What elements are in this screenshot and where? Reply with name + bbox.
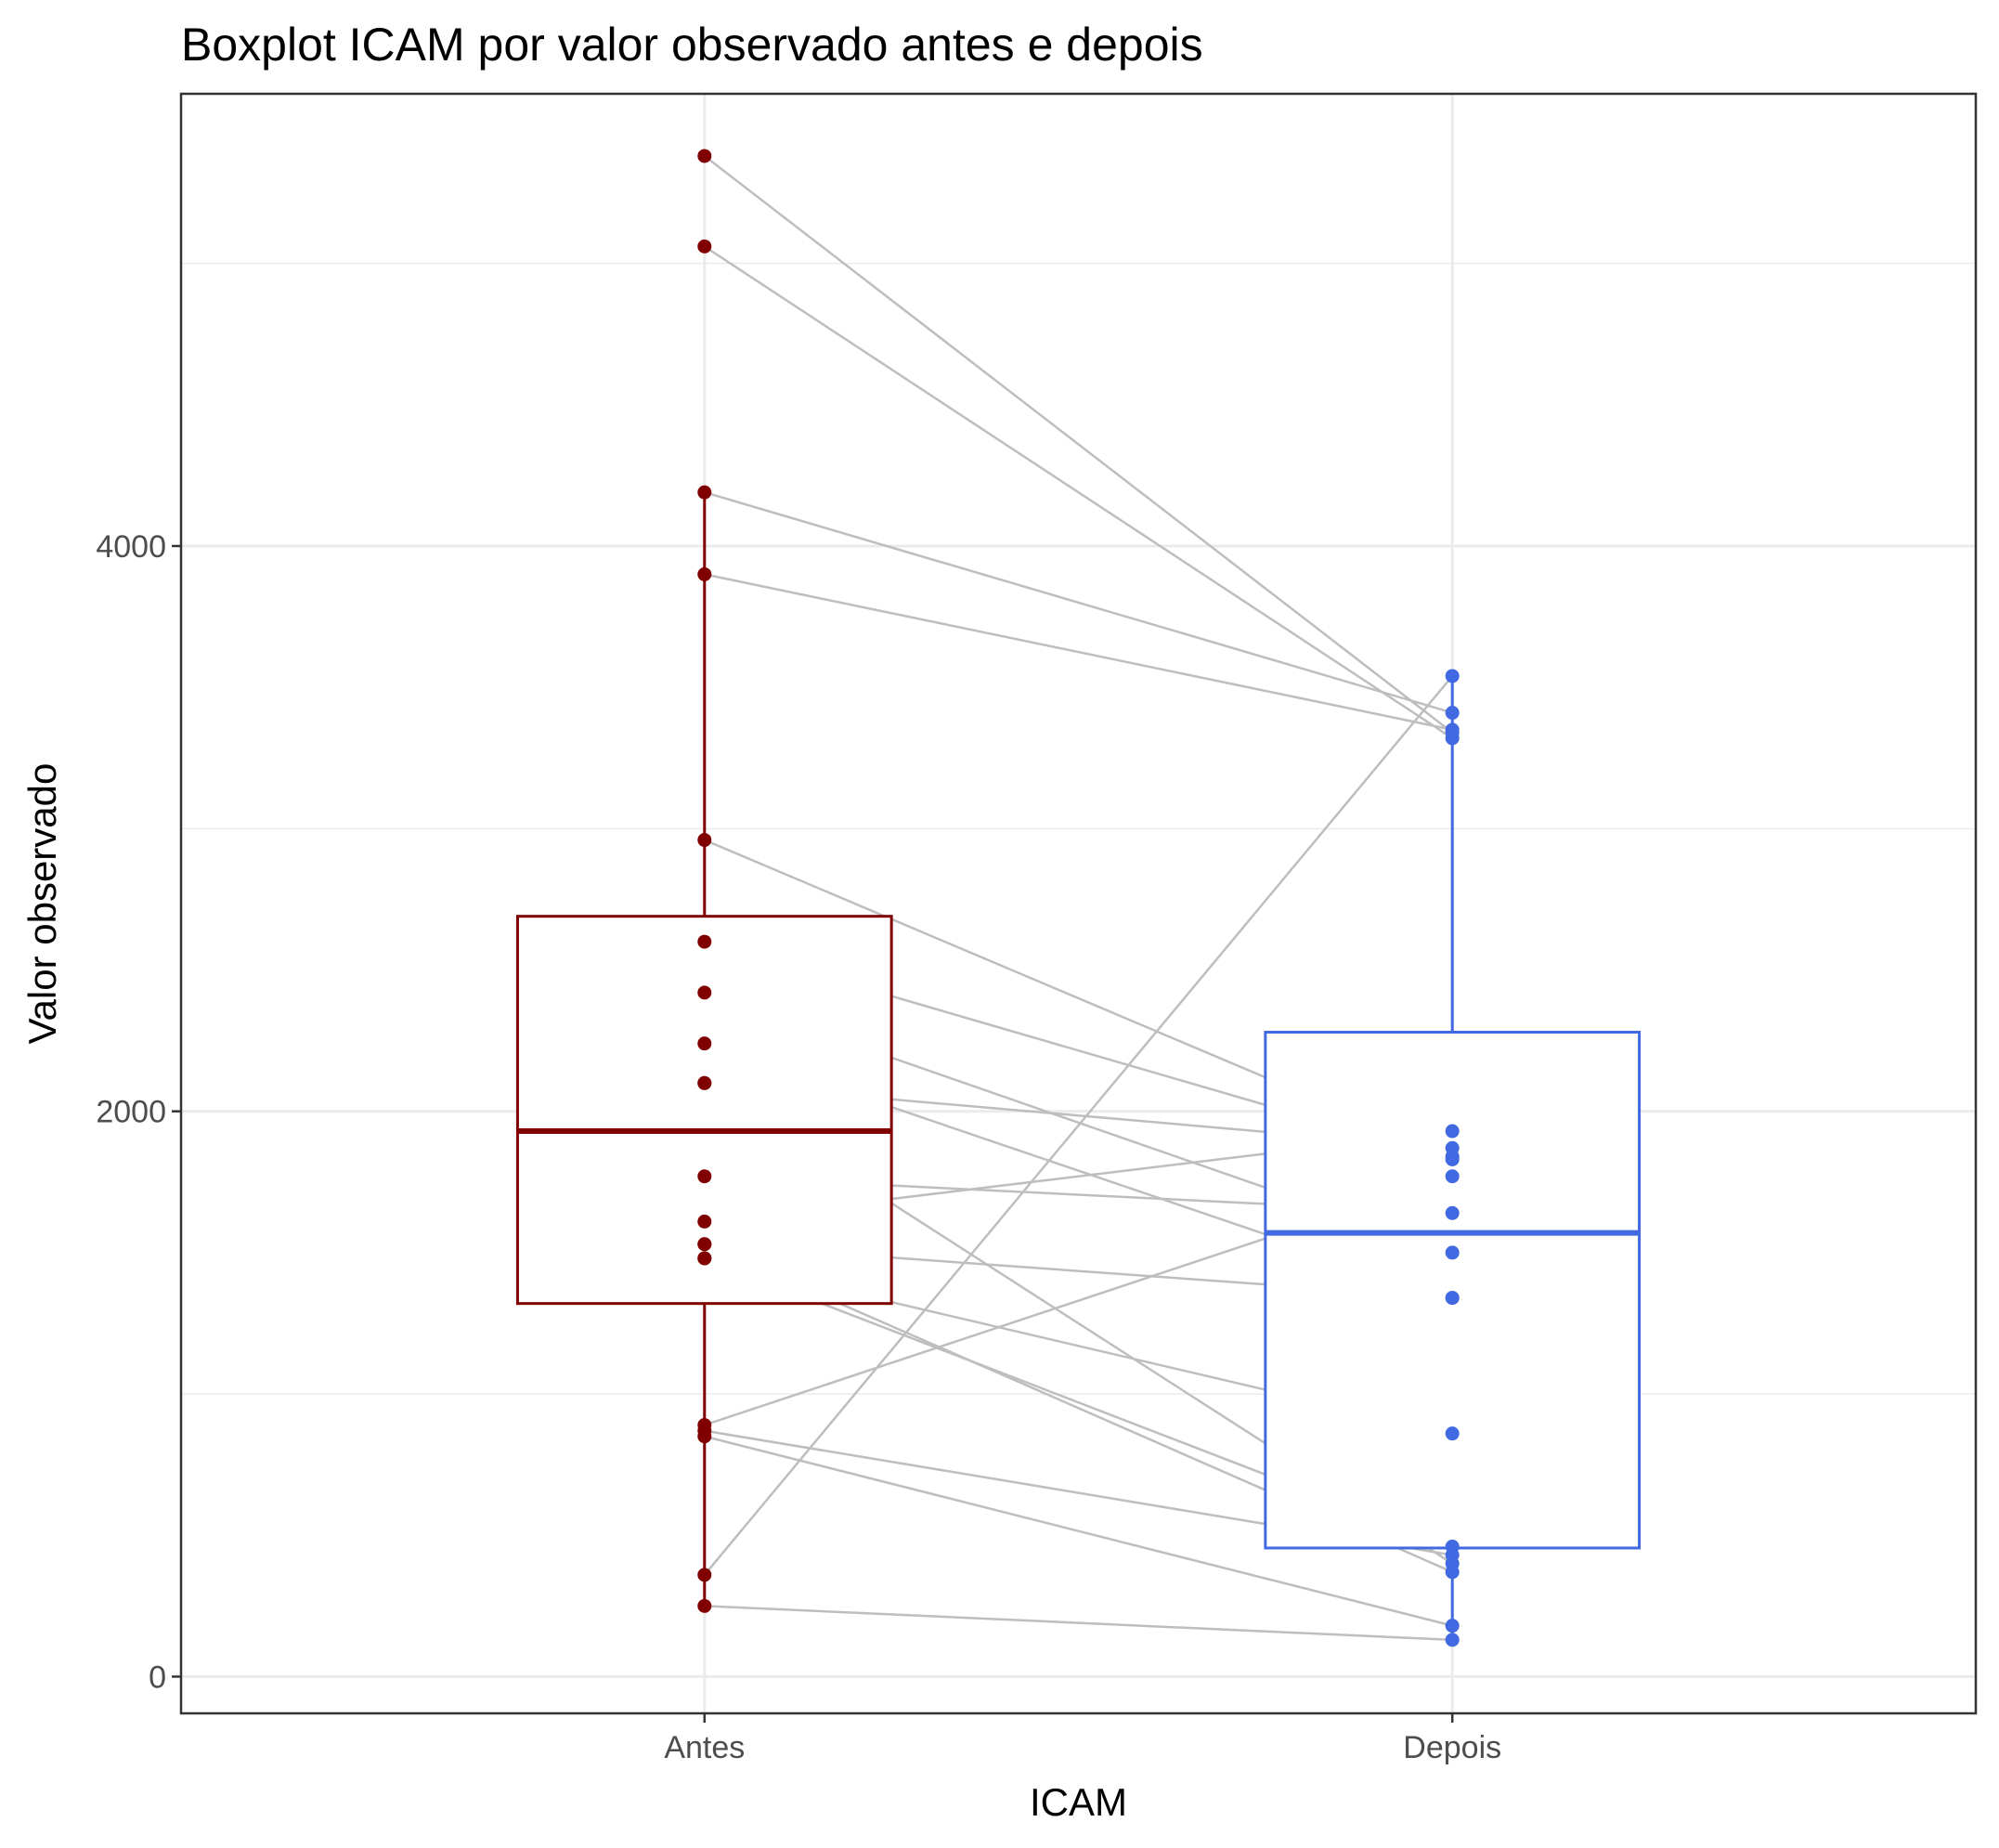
pair-line xyxy=(704,245,1453,739)
point-antes xyxy=(697,1214,712,1229)
point-depois xyxy=(1445,669,1460,683)
point-depois xyxy=(1445,1619,1460,1633)
point-antes xyxy=(697,1251,712,1266)
point-antes xyxy=(697,985,712,1000)
chart-title: Boxplot ICAM por valor observado antes e… xyxy=(181,19,1203,71)
point-antes xyxy=(697,239,712,254)
box-depois xyxy=(1264,675,1642,1640)
point-antes xyxy=(697,1598,712,1613)
x-axis-title: ICAM xyxy=(1030,1780,1127,1824)
point-antes xyxy=(697,1036,712,1051)
boxes xyxy=(515,492,1642,1640)
pair-line xyxy=(704,1435,1453,1627)
y-axis-title: Valor observado xyxy=(20,763,64,1045)
y-tick-label: 0 xyxy=(149,1659,166,1695)
y-tick-label: 2000 xyxy=(96,1095,166,1130)
box-iqr xyxy=(1264,1030,1642,1550)
point-depois xyxy=(1445,1152,1460,1166)
point-antes xyxy=(697,566,712,581)
plot-panel-background xyxy=(181,94,1976,1713)
point-antes xyxy=(697,1568,712,1582)
point-antes xyxy=(697,1429,712,1444)
pair-line xyxy=(704,490,1453,714)
point-antes xyxy=(697,485,712,500)
point-depois xyxy=(1445,1140,1460,1155)
point-antes xyxy=(697,1169,712,1184)
point-depois xyxy=(1445,1169,1460,1184)
point-antes xyxy=(697,833,712,848)
pair-line xyxy=(704,573,1453,732)
plot-panel-border xyxy=(179,92,1978,1715)
point-depois xyxy=(1445,1633,1460,1647)
point-depois xyxy=(1445,1205,1460,1220)
point-depois xyxy=(1445,1245,1460,1260)
x-tick-label-depois: Depois xyxy=(1403,1730,1501,1765)
point-antes xyxy=(697,1075,712,1090)
point-depois xyxy=(1445,1548,1460,1563)
point-depois xyxy=(1445,722,1460,737)
point-antes xyxy=(697,934,712,949)
pair-line xyxy=(704,1605,1453,1642)
point-depois xyxy=(1445,706,1460,721)
point-depois xyxy=(1445,1565,1460,1580)
point-antes xyxy=(697,1237,712,1252)
point-antes xyxy=(697,149,712,163)
pair-line xyxy=(704,154,1453,734)
point-depois xyxy=(1445,1124,1460,1139)
pair-line xyxy=(703,675,1454,1576)
x-tick-label-antes: Antes xyxy=(664,1730,745,1765)
y-tick-label: 4000 xyxy=(96,529,166,565)
point-depois xyxy=(1445,1291,1460,1306)
point-depois xyxy=(1445,1426,1460,1441)
data-points xyxy=(697,149,1460,1647)
axes: 0 2000 4000 Antes Depois xyxy=(96,529,1501,1765)
